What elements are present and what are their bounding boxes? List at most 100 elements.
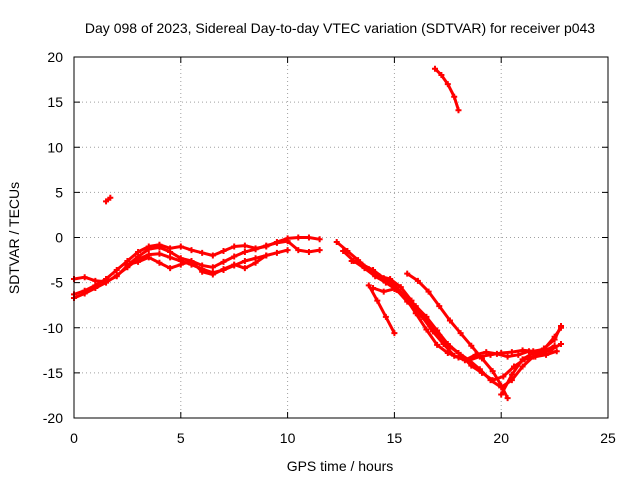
series-trace-6	[335, 240, 563, 362]
data-point	[504, 353, 511, 360]
data-point	[177, 243, 184, 250]
data-point	[391, 330, 398, 337]
x-tick-label: 20	[493, 430, 509, 446]
data-point	[209, 264, 216, 271]
data-point	[500, 373, 507, 380]
y-tick-label: -5	[51, 275, 64, 291]
data-point	[263, 242, 270, 249]
data-point	[519, 347, 526, 354]
data-point	[508, 349, 515, 356]
data-point	[156, 244, 163, 251]
data-point	[188, 247, 195, 254]
data-point	[81, 290, 88, 297]
data-point	[103, 278, 110, 285]
data-point	[167, 248, 174, 255]
data-point	[220, 248, 227, 255]
y-tick-label: 0	[55, 230, 63, 246]
data-point	[487, 377, 494, 384]
y-tick-label: -20	[43, 410, 63, 426]
data-point	[188, 257, 195, 264]
data-point	[504, 395, 511, 402]
data-point	[209, 252, 216, 259]
data-point	[241, 248, 248, 255]
data-point	[438, 72, 445, 79]
data-point	[530, 350, 537, 357]
data-point	[273, 239, 280, 246]
data-point	[519, 356, 526, 363]
data-point	[498, 350, 505, 357]
series-trace-8	[350, 259, 557, 389]
data-point	[489, 368, 496, 375]
data-point	[478, 355, 485, 362]
data-point	[156, 250, 163, 257]
data-point	[468, 342, 475, 349]
data-point	[107, 194, 114, 201]
data-point	[177, 261, 184, 268]
data-point	[177, 255, 184, 262]
data-point	[231, 253, 238, 260]
data-point	[455, 107, 462, 114]
data-point	[519, 363, 526, 370]
data-point	[305, 248, 312, 255]
x-tick-label: 5	[177, 430, 185, 446]
data-point	[241, 242, 248, 249]
data-point	[92, 277, 99, 284]
data-point	[431, 65, 438, 72]
data-point	[434, 341, 441, 348]
data-point	[81, 274, 88, 281]
data-point	[444, 350, 451, 357]
data-point	[333, 239, 340, 246]
data-point	[199, 262, 206, 269]
data-point	[455, 354, 462, 361]
data-point	[340, 248, 347, 255]
x-tick-label: 15	[387, 430, 403, 446]
x-tick-label: 10	[280, 430, 296, 446]
data-point	[551, 336, 558, 343]
data-point	[167, 254, 174, 261]
x-tick-label: 0	[70, 430, 78, 446]
data-point	[348, 257, 355, 264]
y-tick-label: 10	[47, 139, 63, 155]
data-point	[145, 246, 152, 253]
data-point	[220, 258, 227, 265]
data-point	[359, 261, 366, 268]
x-tick-label: 25	[600, 430, 616, 446]
data-point	[241, 265, 248, 272]
data-point	[145, 254, 152, 261]
data-point	[444, 340, 451, 347]
data-point	[365, 282, 372, 289]
data-point	[220, 266, 227, 273]
data-point	[113, 266, 120, 273]
data-point	[284, 238, 291, 245]
data-point	[135, 253, 142, 260]
data-point	[295, 247, 302, 254]
data-point	[241, 257, 248, 264]
data-point	[558, 340, 565, 347]
data-point	[92, 285, 99, 292]
data-point	[374, 297, 381, 304]
data-point	[135, 258, 142, 265]
data-point	[451, 93, 458, 100]
data-point	[382, 313, 389, 320]
data-point	[391, 285, 398, 292]
data-point	[316, 247, 323, 254]
data-point	[370, 266, 377, 273]
data-point	[553, 348, 560, 355]
data-point	[124, 261, 131, 268]
data-point	[412, 310, 419, 317]
data-point	[487, 351, 494, 358]
data-point	[156, 259, 163, 266]
data-point	[295, 234, 302, 241]
data-point	[209, 271, 216, 278]
data-point	[404, 270, 411, 277]
data-point	[446, 317, 453, 324]
series-trace-10	[367, 283, 396, 335]
y-tick-label: 20	[47, 49, 63, 65]
data-point	[551, 342, 558, 349]
y-tick-label: -15	[43, 365, 63, 381]
data-point	[231, 243, 238, 250]
data-traces	[71, 65, 565, 402]
data-point	[540, 345, 547, 352]
data-point	[167, 265, 174, 272]
data-point	[252, 259, 259, 266]
